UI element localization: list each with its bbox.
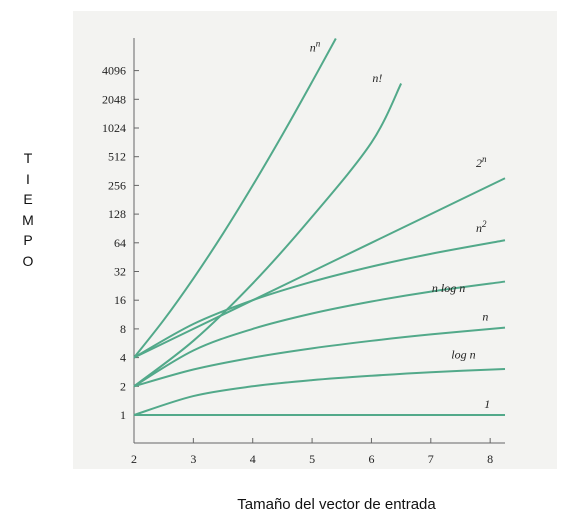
y-axis-label-letter: P	[23, 232, 33, 248]
axes: 1 2 4 8 16 32 64 128 256 512 1024 2048 4096 2 3 4 5 6 7 8	[102, 38, 505, 466]
y-tick-label: 1024	[102, 121, 126, 135]
y-tick-label: 2048	[102, 92, 126, 106]
y-tick-label: 1	[120, 408, 126, 422]
series-line	[133, 177, 506, 359]
series-line	[133, 326, 506, 388]
series-line	[133, 37, 337, 359]
y-tick-label: 4096	[102, 64, 126, 78]
y-tick-label: 128	[108, 207, 126, 221]
x-tick-label: 7	[428, 452, 434, 466]
x-tick-label: 5	[309, 452, 315, 466]
series-line	[133, 83, 403, 388]
y-axis-label-letter: E	[23, 191, 33, 207]
series-line	[133, 239, 506, 359]
x-tick-label: 6	[368, 452, 374, 466]
x-tick-label: 8	[487, 452, 493, 466]
series-lines	[133, 37, 506, 416]
y-tick-label: 4	[120, 351, 126, 365]
x-axis-label: Tamaño del vector de entrada	[237, 496, 436, 513]
y-axis-label-letter: O	[22, 252, 34, 269]
series-line	[133, 280, 506, 388]
series-label: 2n	[476, 154, 487, 170]
y-tick-label: 32	[114, 265, 126, 279]
series-label: 1	[484, 397, 490, 411]
plot-area	[73, 11, 557, 469]
series-labels: nn n! 2n n2 n log n n log n 1	[310, 38, 490, 411]
series-label: nn	[310, 38, 321, 54]
y-tick-label: 512	[108, 150, 126, 164]
y-tick-label: 8	[120, 322, 126, 336]
x-tick-label: 3	[190, 452, 196, 466]
series-label: n!	[372, 71, 382, 85]
x-tick-label: 2	[131, 452, 137, 466]
series-line	[133, 367, 506, 416]
y-axis-label-letter: I	[26, 170, 30, 187]
y-axis-label-letter: M	[22, 211, 34, 228]
y-tick-label: 64	[114, 236, 126, 250]
series-label: n	[482, 309, 488, 323]
y-axis-label-letter: T	[23, 150, 33, 166]
series-label: n log n	[432, 281, 465, 295]
y-tick-label: 2	[120, 379, 126, 393]
y-tick-label: 16	[114, 293, 126, 307]
series-label: log n	[451, 348, 475, 362]
x-tick-label: 4	[250, 452, 256, 466]
y-tick-label: 256	[108, 178, 126, 192]
series-label: n2	[476, 219, 487, 235]
